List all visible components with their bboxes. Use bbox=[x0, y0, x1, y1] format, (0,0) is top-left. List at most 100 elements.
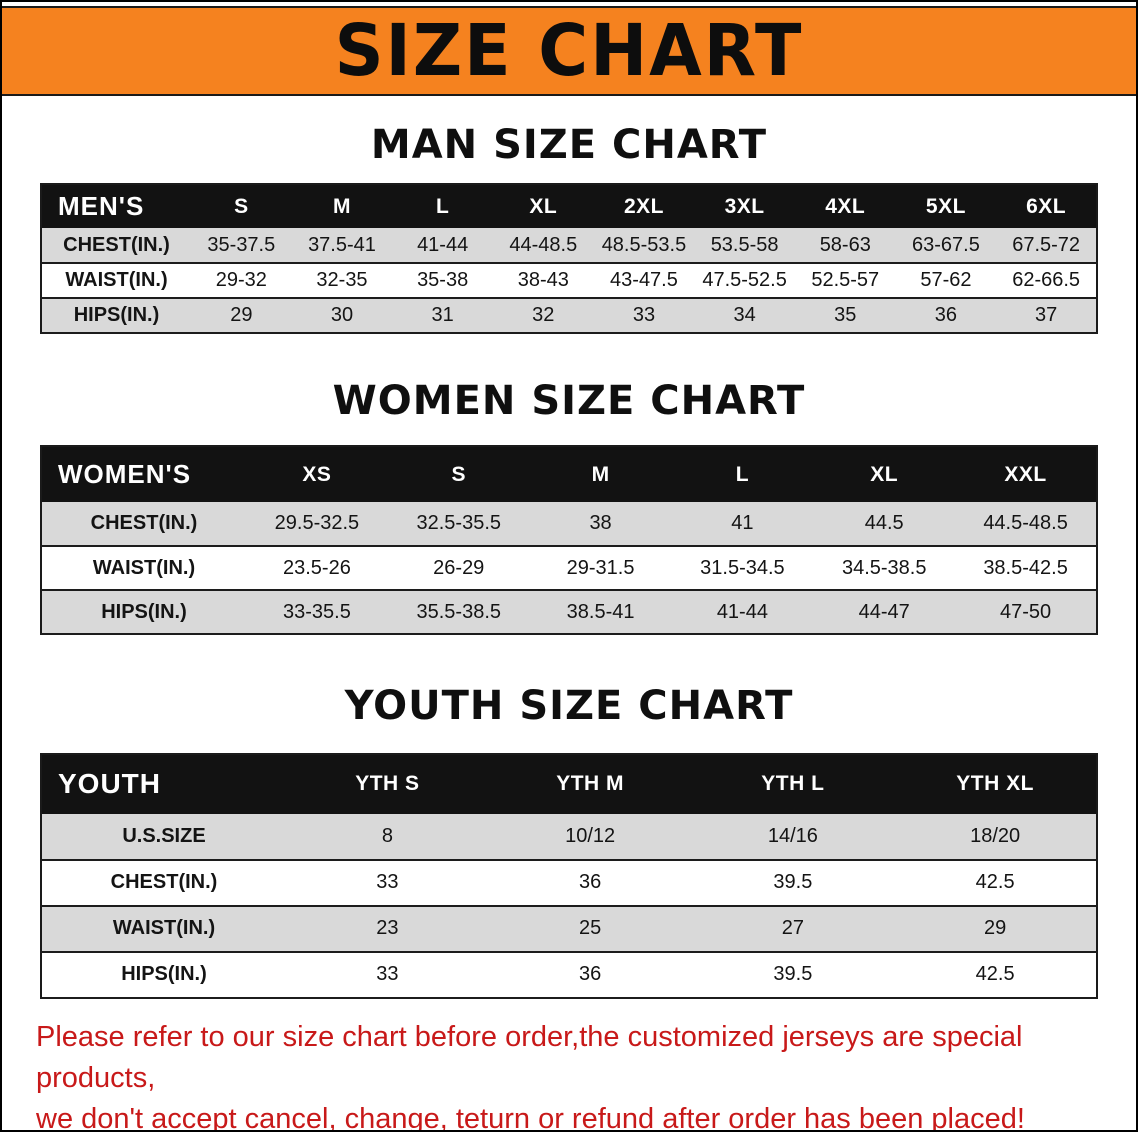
measurement-value: 25 bbox=[579, 917, 602, 940]
size-column-header: M bbox=[529, 446, 672, 503]
header-row: YOUTH YTH S YTH M YTH L YTH XL bbox=[41, 753, 1097, 814]
size-column-header: XL bbox=[492, 184, 594, 229]
measurement-row: HIPS(IN.) 33-35.5 35.5-38.5 38.5-41 41-44 44-… bbox=[41, 590, 1097, 635]
size-column-header: XS bbox=[246, 446, 388, 503]
measurement-label: CHEST(IN.) bbox=[90, 512, 198, 535]
measurement-value: 34 bbox=[733, 304, 756, 327]
measurement-value: 36 bbox=[579, 963, 602, 986]
size-column-header: YTH XL bbox=[894, 753, 1097, 814]
size-column-header: XXL bbox=[955, 446, 1097, 503]
measurement-value: 41 bbox=[731, 512, 754, 535]
measurement-value: 37.5-41 bbox=[308, 233, 376, 256]
youth-size-chart-section: YOUTH SIZE CHART YOUTH YTH S YTH M YTH L YTH… bbox=[2, 683, 1136, 999]
measurement-value: 35 bbox=[834, 304, 857, 327]
measurement-value: 44.5-48.5 bbox=[983, 512, 1068, 535]
measurement-label: WAIST(IN.) bbox=[65, 269, 168, 292]
measurement-value: 52.5-57 bbox=[811, 269, 880, 292]
size-column-header: YTH S bbox=[286, 753, 489, 814]
size-column-header: 6XL bbox=[996, 184, 1097, 229]
measurement-value: 38.5-41 bbox=[566, 600, 635, 623]
disclaimer-note: Please refer to our size chart before or… bbox=[2, 1017, 1136, 1132]
measurement-row: WAIST(IN.) 23 25 27 29 bbox=[41, 905, 1097, 952]
women-size-table: WOMEN'S XS S M L XL XXL CHEST(IN.) 29.5-32.5 32.5… bbox=[40, 445, 1098, 636]
size-column-header: 5XL bbox=[895, 184, 997, 229]
size-column-header: 2XL bbox=[593, 184, 695, 229]
measurement-row: CHEST(IN.) 33 36 39.5 42.5 bbox=[41, 860, 1097, 906]
measurement-label: HIPS(IN.) bbox=[73, 304, 160, 327]
table-head: WOMEN'S XS S M L XL XXL bbox=[41, 446, 1097, 503]
measurement-row: WAIST(IN.) 23.5-26 26-29 29-31.5 31.5-34.5 34… bbox=[41, 546, 1097, 591]
measurement-value: 38.5-42.5 bbox=[983, 556, 1068, 579]
measurement-row: U.S.SIZE 8 10/12 14/16 18/20 bbox=[41, 813, 1097, 860]
measurement-value: 44-48.5 bbox=[509, 233, 578, 256]
measurement-label: CHEST(IN.) bbox=[110, 871, 218, 894]
men-size-table: MEN'S S M L XL 2XL 3XL 4XL 5XL 6XL CHEST(IN.) 35-37… bbox=[40, 183, 1098, 335]
measurement-value: 30 bbox=[330, 304, 354, 327]
measurement-label: WAIST(IN.) bbox=[92, 556, 196, 579]
measurement-value: 33 bbox=[632, 304, 656, 327]
size-column-header: YTH M bbox=[488, 753, 692, 814]
size-column-header: S bbox=[387, 446, 530, 503]
measurement-label: HIPS(IN.) bbox=[121, 963, 207, 986]
measurement-value: 37 bbox=[1035, 304, 1058, 327]
measurement-value: 23.5-26 bbox=[282, 556, 351, 579]
size-column-header: M bbox=[291, 184, 393, 229]
table-body: U.S.SIZE 8 10/12 14/16 18/20 CHEST(IN.) 33 36 39… bbox=[41, 813, 1097, 998]
measurement-value: 35-37.5 bbox=[207, 233, 276, 256]
measurement-value: 14/16 bbox=[767, 824, 818, 847]
measurement-row: CHEST(IN.) 35-37.5 37.5-41 41-44 44-48.5 48.5… bbox=[41, 228, 1097, 264]
table-body: CHEST(IN.) 35-37.5 37.5-41 41-44 44-48.5 48.5… bbox=[41, 228, 1097, 334]
measurement-value: 38-43 bbox=[517, 269, 569, 292]
measurement-value: 8 bbox=[381, 824, 393, 847]
measurement-label: WAIST(IN.) bbox=[112, 917, 216, 940]
disclaimer-line-1: Please refer to our size chart before or… bbox=[36, 1020, 1023, 1094]
measurement-value: 32 bbox=[532, 304, 555, 327]
measurement-row: HIPS(IN.) 29 30 31 32 33 34 35 36 37 bbox=[41, 298, 1097, 334]
title-banner: SIZE CHART bbox=[2, 6, 1136, 96]
measurement-label: U.S.SIZE bbox=[122, 824, 206, 847]
measurement-value: 44.5 bbox=[864, 512, 904, 535]
size-column-header: L bbox=[671, 446, 814, 503]
size-column-header: XL bbox=[813, 446, 956, 503]
measurement-value: 33 bbox=[376, 871, 399, 894]
disclaimer-line-2: we don't accept cancel, change, teturn o… bbox=[36, 1102, 1025, 1132]
measurement-value: 44-47 bbox=[858, 600, 910, 623]
measurement-label: CHEST(IN.) bbox=[63, 233, 170, 256]
measurement-value: 39.5 bbox=[773, 871, 813, 894]
header-row: MEN'S S M L XL 2XL 3XL 4XL 5XL 6XL bbox=[41, 184, 1097, 229]
table-head: MEN'S S M L XL 2XL 3XL 4XL 5XL 6XL bbox=[41, 184, 1097, 229]
measurement-value: 58-63 bbox=[819, 233, 871, 256]
measurement-row: HIPS(IN.) 33 36 39.5 42.5 bbox=[41, 952, 1097, 998]
youth-section-heading: YOUTH SIZE CHART bbox=[344, 683, 794, 730]
measurement-value: 43-47.5 bbox=[610, 269, 678, 292]
measurement-value: 41-44 bbox=[417, 233, 469, 256]
measurement-row: CHEST(IN.) 29.5-32.5 32.5-35.5 38 41 44.5 44.5… bbox=[41, 502, 1097, 547]
measurement-value: 53.5-58 bbox=[710, 233, 779, 256]
table-body: CHEST(IN.) 29.5-32.5 32.5-35.5 38 41 44.5 44.5… bbox=[41, 502, 1097, 635]
measurement-value: 36 bbox=[934, 304, 958, 327]
women-section-heading: WOMEN SIZE CHART bbox=[332, 378, 806, 425]
women-size-chart-section: WOMEN SIZE CHART WOMEN'S XS S M L XL XXL CHEST(… bbox=[2, 378, 1136, 636]
measurement-value: 29-32 bbox=[215, 269, 267, 292]
measurement-value: 33-35.5 bbox=[282, 600, 351, 623]
measurement-value: 42.5 bbox=[975, 963, 1015, 986]
measurement-value: 35-38 bbox=[417, 269, 469, 292]
measurement-value: 62-66.5 bbox=[1012, 269, 1081, 292]
measurement-value: 38 bbox=[589, 512, 612, 535]
size-column-header: YTH L bbox=[691, 753, 895, 814]
size-column-header: 4XL bbox=[794, 184, 896, 229]
measurement-value: 67.5-72 bbox=[1012, 233, 1081, 256]
measurement-row: WAIST(IN.) 29-32 32-35 35-38 38-43 43-47.5 47.… bbox=[41, 263, 1097, 299]
table-head: YOUTH YTH S YTH M YTH L YTH XL bbox=[41, 753, 1097, 814]
men-section-heading: MAN SIZE CHART bbox=[370, 122, 768, 168]
page-title: SIZE CHART bbox=[334, 9, 804, 93]
measurement-value: 63-67.5 bbox=[912, 233, 980, 256]
measurement-value: 39.5 bbox=[773, 963, 813, 986]
size-column-header: L bbox=[392, 184, 493, 229]
measurement-value: 31.5-34.5 bbox=[700, 556, 785, 579]
size-column-header: 3XL bbox=[694, 184, 795, 229]
measurement-value: 36 bbox=[579, 871, 602, 894]
measurement-value: 47.5-52.5 bbox=[702, 269, 787, 292]
measurement-value: 27 bbox=[781, 917, 804, 940]
